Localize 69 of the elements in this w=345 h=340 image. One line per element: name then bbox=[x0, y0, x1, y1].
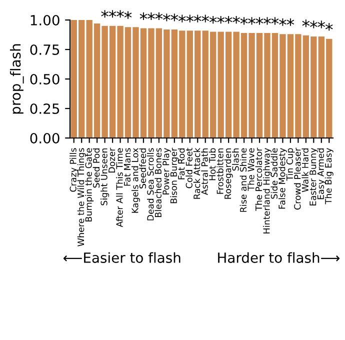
y-tick-label: 0.50 bbox=[30, 74, 60, 84]
data-label: * bbox=[186, 14, 194, 22]
x-tick-label: Power Play bbox=[162, 148, 171, 194]
x-tick-label: Side Saddle bbox=[270, 148, 278, 199]
data-label: * bbox=[101, 10, 108, 18]
data-label: * bbox=[170, 14, 178, 22]
x-axis-title: ⟵Easier to flash Harder to flash⟶ bbox=[63, 252, 340, 263]
x-tick-label: Fat Rod bbox=[178, 148, 185, 180]
data-label: * bbox=[163, 14, 170, 22]
data-label: * bbox=[140, 12, 148, 20]
x-tick-label: Easy Armed bbox=[317, 148, 326, 200]
x-tick-label: Slash bbox=[232, 148, 239, 171]
data-label: * bbox=[318, 20, 326, 28]
x-tick-label: Rack Attack bbox=[193, 148, 200, 199]
data-label: * bbox=[116, 10, 124, 18]
y-tick-label: 0.25 bbox=[30, 103, 60, 114]
data-label: * bbox=[325, 23, 333, 31]
x-tick-label: Easter Bunny bbox=[310, 148, 318, 206]
data-label: * bbox=[217, 16, 225, 24]
data-label: * bbox=[209, 16, 217, 24]
data-label: * bbox=[194, 14, 202, 22]
x-tick-label: Rise and Shine bbox=[240, 148, 247, 212]
x-tick-label: Tin Cup bbox=[286, 148, 295, 181]
x-tick-label: False Modesty bbox=[278, 148, 287, 209]
x-tick-label: Dead Sea Scrolls bbox=[146, 148, 154, 220]
x-tick-label: Sight Unseen bbox=[100, 148, 110, 206]
x-tick-label: Hinterland Highway bbox=[263, 148, 272, 234]
x-tick-label: Walk Hard bbox=[302, 148, 308, 192]
data-label: * bbox=[264, 17, 271, 25]
data-label: * bbox=[256, 17, 264, 25]
x-tick-label: Rosegarden bbox=[224, 148, 233, 199]
x-tick-label: Frostbitten bbox=[216, 148, 224, 194]
data-label: * bbox=[310, 20, 318, 28]
y-tick-label: 0.75 bbox=[30, 44, 60, 55]
x-tick-label: Dozer bbox=[108, 148, 116, 173]
data-label: * bbox=[202, 14, 210, 22]
x-tick-label: Bleached Bones bbox=[154, 148, 162, 217]
data-label: * bbox=[286, 18, 294, 26]
y-tick-label: 1.00 bbox=[30, 14, 60, 26]
data-label: * bbox=[271, 17, 279, 25]
x-tick-label: Crazy Pills bbox=[70, 148, 78, 192]
x-tick-label: After All This Time bbox=[116, 148, 123, 228]
data-label: * bbox=[240, 17, 248, 25]
x-tick-label: Crowd Pleaser bbox=[294, 148, 301, 210]
x-tick-label: The Big Easy bbox=[324, 148, 334, 204]
x-tick-label: Bison Burger bbox=[170, 148, 179, 204]
x-tick-label: Cold Feet bbox=[186, 148, 192, 188]
data-label: * bbox=[224, 16, 232, 24]
data-label: * bbox=[248, 17, 256, 25]
x-tick-label: Fat Mans bbox=[124, 148, 131, 186]
x-tick-label: Kagels and Lox bbox=[132, 148, 140, 213]
x-tick-label: Seedfeed bbox=[139, 148, 146, 188]
x-tick-label: Where the Wild Things bbox=[77, 148, 86, 246]
y-tick-label: 0.00 bbox=[30, 132, 60, 144]
y-axis-title: prop_flash bbox=[10, 44, 24, 114]
data-label: * bbox=[178, 14, 186, 22]
data-label: * bbox=[108, 10, 116, 18]
data-label: * bbox=[124, 11, 132, 19]
x-tick-label: The Percolator bbox=[255, 148, 262, 211]
x-tick-label: Seed Pod bbox=[92, 148, 100, 188]
x-tick-label: Bumpin the Gate bbox=[85, 148, 94, 222]
x-tick-label: Astral Path bbox=[201, 148, 208, 196]
data-label: * bbox=[279, 18, 286, 26]
data-label: * bbox=[155, 12, 163, 20]
data-label: * bbox=[232, 16, 240, 24]
data-label: * bbox=[302, 20, 310, 28]
x-tick-label: Hot Tub bbox=[208, 148, 216, 180]
data-label: * bbox=[148, 12, 155, 20]
x-tick-label: The Wave bbox=[248, 148, 254, 191]
